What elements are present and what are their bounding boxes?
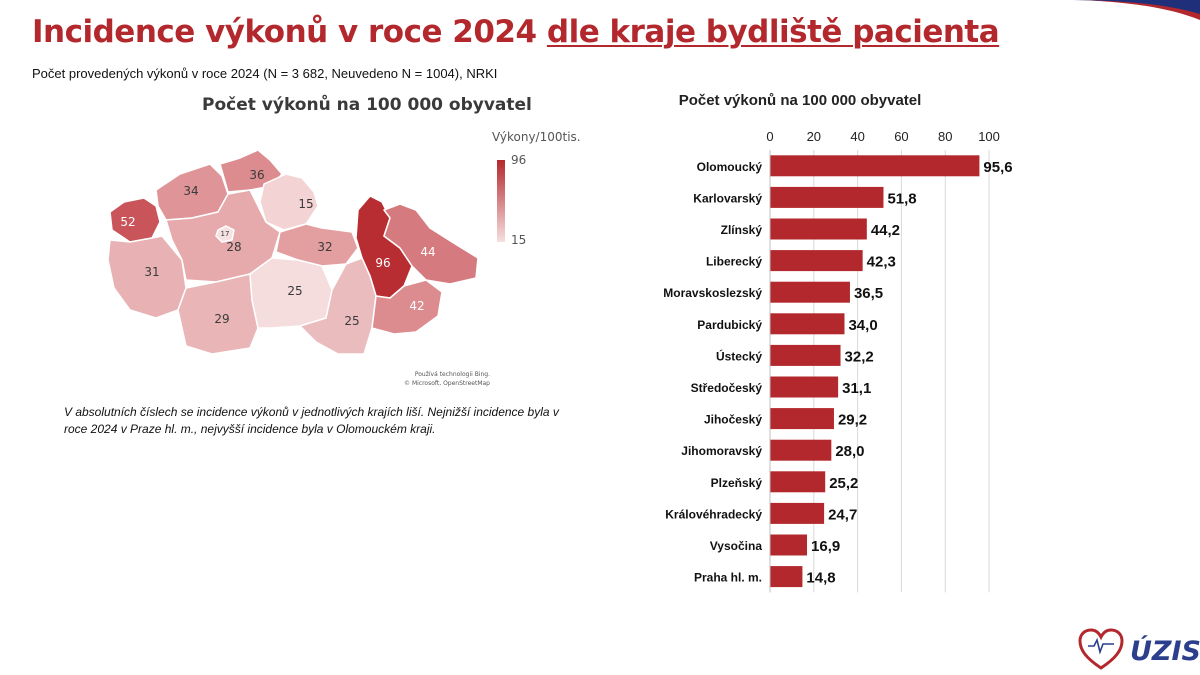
x-tick-label: 60: [894, 129, 908, 144]
value-label: 25,2: [829, 475, 858, 492]
value-label: 44,2: [871, 222, 900, 239]
map-region-kralovehradecky: [259, 173, 319, 231]
map-label-zlinsky: 42: [409, 299, 424, 313]
bar: [770, 439, 832, 461]
map-legend-min: 15: [511, 233, 527, 247]
map-label-ustecky: 34: [183, 184, 198, 198]
bar: [770, 344, 841, 366]
category-label: Olomoucký: [697, 160, 763, 174]
map-label-liberecky: 36: [249, 168, 264, 182]
map-attribution-bing: Používá technologii Bing.: [414, 371, 490, 378]
category-label: Praha hl. m.: [694, 571, 762, 585]
category-label: Moravskoslezský: [663, 286, 762, 300]
category-label: Zlínský: [721, 223, 763, 237]
bar: [770, 566, 803, 588]
map-attribution-osm: © Microsoft, OpenStreetMap: [404, 380, 490, 387]
category-label: Liberecký: [706, 255, 762, 269]
czech-regions-map: 52 34 36 15 17 28 32 96 44 31 25 29 25 4…: [107, 149, 479, 355]
page-title: Incidence výkonů v roce 2024 dle kraje b…: [32, 14, 1000, 50]
value-label: 14,8: [806, 570, 835, 587]
corner-swoosh-decoration: [1060, 0, 1200, 20]
map-label-plzensky: 31: [144, 265, 159, 279]
value-label: 34,0: [848, 317, 877, 334]
map-legend-max: 96: [511, 153, 527, 167]
bar: [770, 408, 834, 430]
map-label-pardubicky: 32: [317, 240, 332, 254]
category-label: Pardubický: [697, 318, 762, 332]
map-region-moravskoslezsky: [383, 203, 479, 285]
value-label: 31,1: [842, 380, 871, 397]
value-label: 36,5: [854, 285, 883, 302]
x-tick-label: 80: [938, 129, 952, 144]
value-label: 29,2: [838, 412, 867, 429]
map-legend-title: Výkony/100tis.: [492, 130, 581, 144]
page-title-underlined: dle kraje bydliště pacienta: [546, 14, 1000, 50]
map-region-praha: [215, 225, 235, 243]
category-label: Středočeský: [691, 381, 763, 395]
bar: [770, 313, 845, 335]
bar: [770, 155, 980, 177]
bar: [770, 471, 826, 493]
map-label-olomoucky: 96: [375, 256, 390, 270]
value-label: 16,9: [811, 538, 840, 555]
value-label: 32,2: [845, 348, 874, 365]
map-label-jihocesky: 29: [214, 312, 229, 326]
value-label: 95,6: [983, 159, 1012, 176]
map-title: Počet výkonů na 100 000 obyvatel: [202, 95, 532, 115]
x-tick-label: 0: [766, 129, 773, 144]
bar: [770, 281, 850, 303]
heart-logo-icon: [1078, 628, 1124, 670]
value-label: 42,3: [867, 254, 896, 271]
value-label: 24,7: [828, 506, 857, 523]
bar-chart: 0 20 40 60 80 100 Olomoucký 95,6 Karlovarský 51,8…: [663, 129, 1013, 593]
bar: [770, 502, 825, 524]
bar: [770, 250, 863, 272]
x-tick-label: 100: [978, 129, 1000, 144]
category-label: Plzeňský: [711, 476, 763, 490]
map-region-liberecky: [219, 149, 283, 193]
category-label: Ústecký: [716, 348, 762, 363]
category-label: Jihočeský: [704, 413, 762, 427]
category-label: Královéhradecký: [665, 507, 762, 521]
bar: [770, 186, 884, 208]
map-legend-gradient: [497, 160, 505, 242]
category-label: Karlovarský: [693, 191, 762, 205]
map-label-kralovehradecky: 15: [298, 197, 313, 211]
map-label-moravskoslezsky: 44: [420, 245, 435, 259]
category-label: Jihomoravský: [681, 444, 762, 458]
map-label-jihomoravsky: 25: [344, 314, 359, 328]
x-tick-label: 20: [807, 129, 821, 144]
value-label: 28,0: [835, 443, 864, 460]
note-text: V absolutních číslech se incidence výkon…: [64, 405, 559, 436]
bar: [770, 218, 867, 240]
map-attribution: Používá technologii Bing. © Microsoft, O…: [390, 370, 490, 388]
bar: [770, 376, 839, 398]
bar: [770, 534, 808, 556]
map-label-stredocesky: 28: [226, 240, 241, 254]
map-label-vysocina: 25: [287, 284, 302, 298]
chart-title-text: Počet výkonů na 100 000 obyvatel: [678, 92, 922, 109]
uzis-logo-text: ÚZIS: [1130, 636, 1200, 667]
category-label: Vysočina: [710, 539, 763, 553]
map-region-pardubicky: [275, 223, 359, 267]
x-tick-label: 40: [850, 129, 864, 144]
map-label-praha: 17: [221, 230, 230, 238]
map-label-karlovarsky: 52: [120, 215, 135, 229]
page-subtitle: Počet provedených výkonů v roce 2024 (N …: [32, 66, 498, 81]
map-region-zlinsky: [371, 279, 443, 335]
map-region-karlovarsky: [109, 197, 161, 243]
value-label: 51,8: [887, 190, 916, 207]
page-title-main: Incidence výkonů v roce 2024: [32, 14, 547, 50]
